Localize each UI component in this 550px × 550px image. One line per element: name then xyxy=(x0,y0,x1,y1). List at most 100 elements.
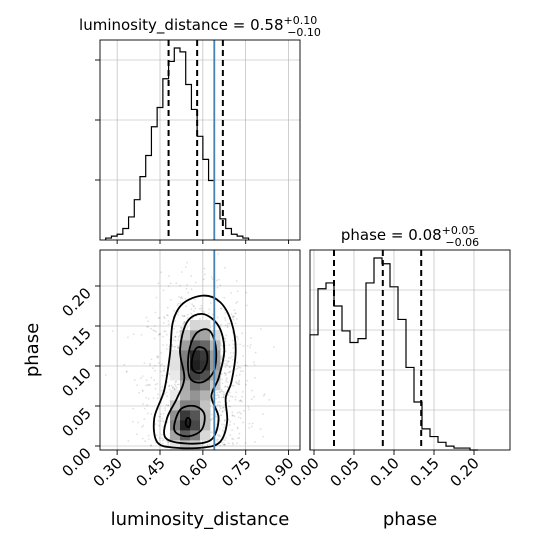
density-contour-3 xyxy=(187,328,218,384)
scatter-point xyxy=(237,437,240,439)
scatter-point xyxy=(243,409,245,412)
scatter-point xyxy=(262,413,264,415)
scatter-point xyxy=(219,391,222,394)
scatter-point xyxy=(216,394,219,397)
scatter-point xyxy=(219,406,221,408)
scatter-point xyxy=(235,302,237,304)
scatter-point xyxy=(146,412,149,415)
scatter-point xyxy=(214,442,217,445)
scatter-point xyxy=(217,396,220,399)
scatter-point xyxy=(235,280,238,282)
scatter-point xyxy=(206,444,209,447)
scatter-point xyxy=(230,313,233,315)
density-cell xyxy=(170,430,181,441)
joint-xtick-label-2: 0.60 xyxy=(175,454,211,490)
scatter-point xyxy=(154,364,156,367)
scatter-point xyxy=(176,383,179,386)
scatter-point xyxy=(227,360,230,363)
scatter-point xyxy=(167,441,169,444)
scatter-point xyxy=(232,316,234,319)
density-cell xyxy=(180,340,191,351)
scatter-point xyxy=(229,405,232,408)
scatter-point xyxy=(153,325,156,328)
scatter-point xyxy=(224,436,227,439)
scatter-point xyxy=(223,395,225,397)
joint-ytick-label-1: 0.05 xyxy=(58,404,94,440)
scatter-point xyxy=(152,397,155,399)
scatter-point xyxy=(224,319,227,321)
density-cell xyxy=(170,360,181,371)
scatter-point xyxy=(236,301,239,303)
scatter-point xyxy=(259,328,262,330)
scatter-point xyxy=(194,298,196,301)
scatter-point xyxy=(239,400,242,402)
scatter-point xyxy=(141,426,144,428)
scatter-point xyxy=(162,289,165,292)
density-cell xyxy=(190,420,201,431)
scatter-point xyxy=(183,321,186,324)
scatter-point xyxy=(235,312,237,315)
scatter-point xyxy=(234,396,237,398)
scatter-point xyxy=(201,310,204,313)
scatter-point xyxy=(225,377,228,379)
scatter-point xyxy=(239,366,242,369)
scatter-point xyxy=(231,437,233,440)
scatter-point xyxy=(227,418,230,421)
scatter-point xyxy=(238,399,241,402)
scatter-point xyxy=(177,339,180,341)
scatter-point xyxy=(173,327,176,330)
phase-hist-xtick-label-4: 0.20 xyxy=(446,454,482,490)
luminosity-distance-histogram xyxy=(105,47,250,240)
scatter-point xyxy=(228,344,231,347)
scatter-point xyxy=(208,308,211,311)
scatter-point xyxy=(240,400,243,403)
scatter-point xyxy=(140,334,143,336)
scatter-point xyxy=(223,296,226,299)
density-cell xyxy=(190,370,201,381)
scatter-point xyxy=(176,347,179,349)
scatter-point xyxy=(240,399,242,401)
scatter-point xyxy=(160,433,163,436)
scatter-point xyxy=(254,351,257,354)
scatter-point xyxy=(194,307,197,310)
joint-frame xyxy=(99,249,301,451)
scatter-point xyxy=(167,404,170,407)
scatter-point xyxy=(173,388,176,390)
scatter-point xyxy=(245,304,248,307)
scatter-point xyxy=(152,367,154,369)
scatter-point xyxy=(180,328,183,330)
scatter-point xyxy=(172,386,174,389)
scatter-point xyxy=(169,298,172,301)
scatter-point xyxy=(163,421,165,423)
scatter-point xyxy=(175,282,178,284)
scatter-point xyxy=(228,322,231,325)
scatter-point xyxy=(231,395,234,398)
scatter-point xyxy=(229,366,232,369)
scatter-point xyxy=(167,441,170,444)
scatter-point xyxy=(245,291,248,294)
scatter-point xyxy=(167,404,170,407)
scatter-point xyxy=(235,381,238,384)
scatter-point xyxy=(132,333,135,336)
scatter-point xyxy=(200,444,202,447)
scatter-point xyxy=(125,370,128,373)
scatter-point xyxy=(133,379,136,381)
scatter-point xyxy=(190,288,193,291)
scatter-point xyxy=(165,333,168,336)
density-cell xyxy=(180,370,191,381)
scatter-point xyxy=(224,344,227,347)
scatter-point xyxy=(232,315,235,317)
scatter-point xyxy=(162,322,165,324)
scatter-point xyxy=(226,362,229,364)
scatter-point xyxy=(250,337,253,339)
scatter-point xyxy=(222,410,224,413)
scatter-point xyxy=(179,297,182,299)
scatter-point xyxy=(272,346,275,348)
scatter-point xyxy=(162,369,165,372)
scatter-point xyxy=(199,307,201,310)
scatter-point xyxy=(219,414,222,416)
scatter-point xyxy=(161,442,164,445)
density-cell xyxy=(200,330,211,341)
scatter-point xyxy=(169,282,172,285)
scatter-point xyxy=(222,396,225,399)
